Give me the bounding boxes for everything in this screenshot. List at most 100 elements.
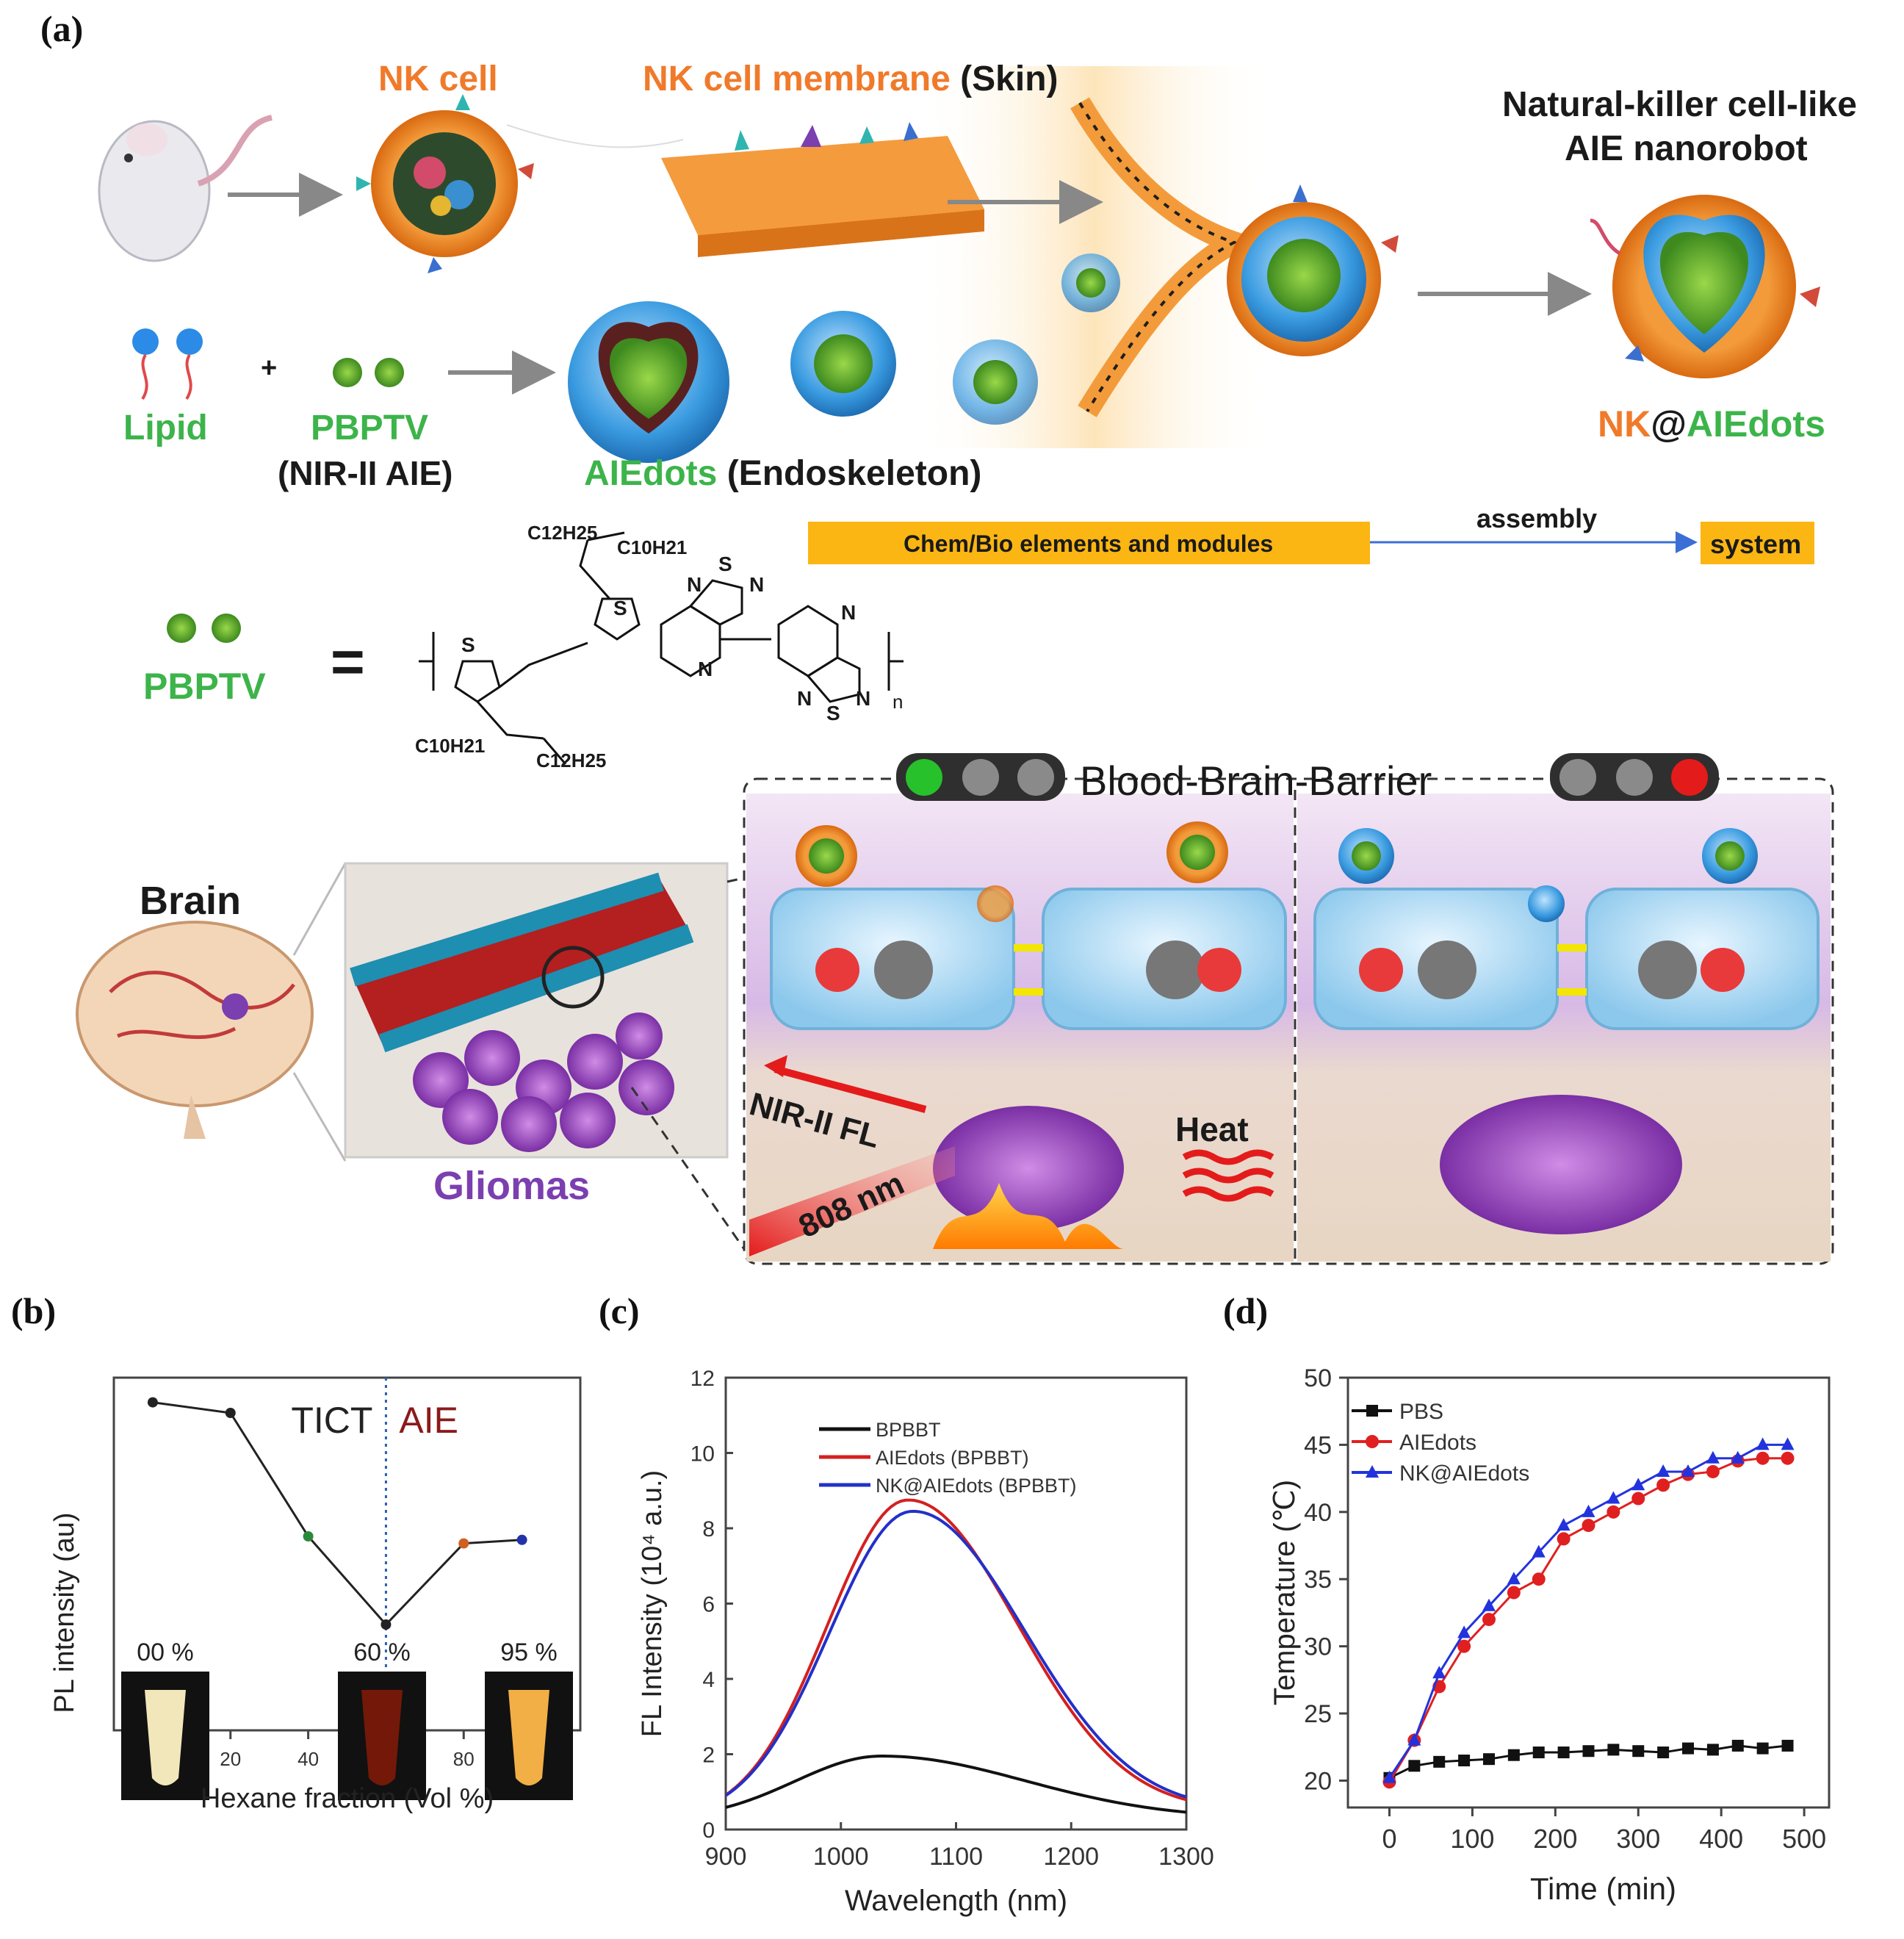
- data-point: [1681, 1464, 1695, 1477]
- data-point: [1457, 1625, 1471, 1638]
- series-line: [725, 1755, 1187, 1814]
- data-point: [1656, 1478, 1670, 1492]
- y-tick-label: 0: [702, 1819, 715, 1843]
- nk-aiedots-label: NK@AIEdots: [1598, 403, 1825, 445]
- panel-c-letter: (c): [599, 1290, 640, 1331]
- data-point: [1482, 1598, 1496, 1611]
- y-tick-label: 6: [702, 1593, 715, 1617]
- pbptv-dots: [333, 358, 404, 387]
- data-point: [1657, 1746, 1670, 1759]
- x-tick-label: 0: [1382, 1824, 1396, 1854]
- panel-b-letter: (b): [11, 1290, 57, 1331]
- chem-atom-n-4: N: [841, 601, 857, 624]
- tict-region-label: TICT: [291, 1400, 372, 1441]
- data-point: [1606, 1505, 1620, 1519]
- traffic-light-red: [1550, 753, 1719, 801]
- chem-atom-s-2: S: [613, 597, 627, 619]
- aiedots-suffix: AIEdots: [1686, 403, 1825, 445]
- x-tick-label: 300: [1616, 1824, 1660, 1854]
- robot-title-2: AIE nanorobot: [1565, 129, 1808, 168]
- y-tick-label: 20: [1304, 1767, 1332, 1795]
- y-tick-label: 40: [1304, 1499, 1332, 1527]
- heat-waves: [1182, 1149, 1274, 1202]
- panel-a-illustration: [76, 66, 1834, 1265]
- bbb-frame: [743, 777, 1834, 1265]
- pbptv-legend-label: PBPTV: [143, 666, 266, 707]
- brain-illustration: [76, 921, 314, 1139]
- bbb-label: Blood-Brain-Barrier: [1080, 758, 1432, 804]
- legend-marker: [1366, 1435, 1379, 1448]
- system-bar: [1701, 522, 1814, 564]
- data-point: [1607, 1744, 1620, 1756]
- data-point: [1756, 1437, 1770, 1450]
- vial-glow: [361, 1690, 403, 1785]
- x-tick-label: 1000: [813, 1843, 869, 1871]
- y-tick-label: 2: [702, 1744, 715, 1768]
- assembly-label: assembly: [1476, 503, 1598, 533]
- data-point: [1532, 1544, 1546, 1558]
- traffic-light-green: [896, 753, 1065, 801]
- panel-a-letter: (a): [40, 8, 84, 49]
- nk-prefix: NK: [1598, 403, 1651, 445]
- vial-label: 95 %: [500, 1638, 558, 1666]
- lipid-molecules: [132, 328, 203, 400]
- panel-d-chart: 0 100 200 300 400 500 20 25 30 35 40 45 50 PBS AIEdots…: [1269, 1364, 1831, 1906]
- x-tick-label: 80: [453, 1748, 475, 1770]
- pbptv-chemical-structure: [419, 531, 904, 765]
- data-point: [303, 1531, 314, 1542]
- y-axis-label: Temperature (℃): [1269, 1480, 1301, 1705]
- nk-membrane-label: NK cell membrane (Skin): [643, 59, 1059, 99]
- x-tick-label: 400: [1699, 1824, 1743, 1854]
- data-point: [1731, 1739, 1744, 1752]
- nk-cell-label: NK cell: [378, 60, 498, 98]
- chem-c12h25-top: C12H25: [527, 522, 598, 544]
- legend-marker: [1366, 1405, 1378, 1417]
- data-point: [1457, 1639, 1471, 1653]
- data-point: [1731, 1450, 1745, 1464]
- data-point: [1682, 1742, 1695, 1755]
- data-point: [1407, 1733, 1421, 1746]
- mouse-illustration: [98, 115, 273, 262]
- data-point: [1781, 1739, 1794, 1752]
- chem-subscript-n: n: [892, 691, 904, 713]
- data-point: [1458, 1755, 1471, 1767]
- chem-atom-s-1: S: [461, 633, 475, 656]
- data-point: [1706, 1464, 1720, 1478]
- y-tick-label: 4: [702, 1668, 715, 1692]
- data-point: [1756, 1742, 1769, 1755]
- brain-label: Brain: [140, 879, 242, 923]
- vial-label: 00 %: [137, 1638, 194, 1666]
- lipid-label: Lipid: [123, 409, 208, 447]
- data-point: [1382, 1770, 1396, 1783]
- skin-text: (Skin): [960, 60, 1059, 98]
- y-axis-label: FL Intensity (10⁴ a.u.): [637, 1470, 668, 1737]
- x-tick-label: 100: [1450, 1824, 1494, 1854]
- panel-c-chart: 900 1000 1100 1200 1300 0 2 4 6 8 10 12 BPBBT AIEdots…: [637, 1367, 1214, 1917]
- chem-c10h21-top: C10H21: [617, 536, 688, 558]
- x-axis-label: Wavelength (nm): [845, 1885, 1067, 1917]
- data-point: [1706, 1450, 1720, 1464]
- data-point: [1606, 1491, 1620, 1504]
- series-line: [724, 1498, 1187, 1802]
- aiedots-illustration: [568, 301, 1038, 463]
- data-point: [1631, 1492, 1645, 1505]
- legend-entry: NK@AIEdots: [1399, 1461, 1529, 1486]
- chem-c12h25-bottom: C12H25: [536, 749, 607, 771]
- nk-membrane-text: NK cell membrane: [643, 60, 951, 98]
- legend-marker: [1366, 1465, 1379, 1478]
- data-point: [1781, 1437, 1795, 1450]
- y-tick-label: 8: [702, 1517, 715, 1542]
- y-tick-label: 35: [1304, 1566, 1332, 1594]
- data-point: [516, 1534, 527, 1545]
- pbptv-label: PBPTV: [311, 409, 429, 447]
- data-point: [1433, 1755, 1446, 1768]
- data-point: [1631, 1478, 1645, 1491]
- fusion-membrane: [1070, 97, 1399, 417]
- nk-membrane-sheet: [661, 122, 984, 257]
- nk-aiedots-nanorobot: [1590, 195, 1820, 378]
- chem-atom-s-4: S: [826, 702, 840, 724]
- vial-label: 60 %: [353, 1638, 411, 1666]
- data-point: [1532, 1746, 1545, 1759]
- x-axis-label: Hexane fraction (Vol %): [201, 1783, 494, 1814]
- data-point: [1632, 1745, 1645, 1758]
